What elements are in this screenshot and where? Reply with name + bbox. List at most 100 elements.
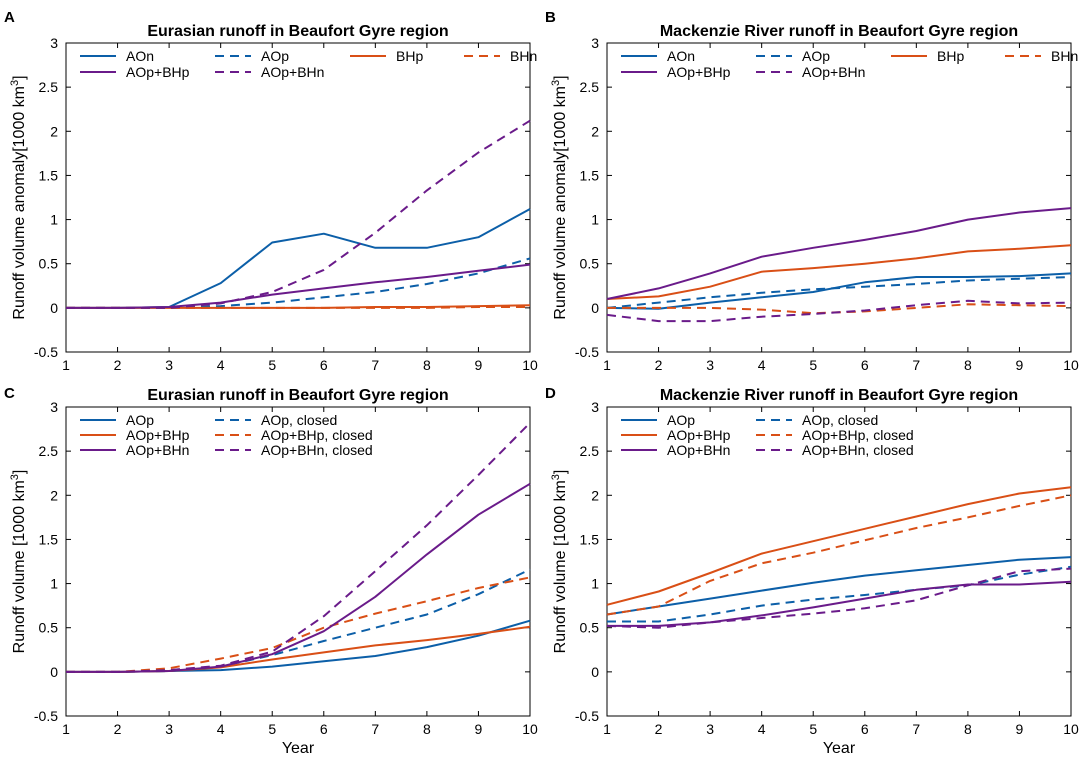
x-tick-label: 9 <box>1016 721 1024 737</box>
x-tick-label: 2 <box>114 721 122 737</box>
series-line-aop-bhp <box>606 207 1072 300</box>
panel-d: D Mackenzie River runoff in Beaufort Gyre… <box>545 385 1079 757</box>
y-axis-label-sup: 3 <box>9 474 21 480</box>
panel-a: A Eurasian runoff in Beaufort Gyre region… <box>4 9 538 373</box>
x-tick-label: 10 <box>1063 721 1079 737</box>
x-tick-label: 4 <box>758 721 766 737</box>
y-tick-label: 1.5 <box>580 531 600 547</box>
chart-title: Mackenzie River runoff in Beaufort Gyre … <box>660 387 1018 404</box>
y-tick-label: 1 <box>591 212 599 228</box>
y-axis-label-close: ] <box>552 470 569 474</box>
x-tick-label: 9 <box>475 721 483 737</box>
series-line-aop-bhn <box>606 299 1072 323</box>
y-tick-label: 0 <box>591 664 599 680</box>
y-tick-label: 2 <box>591 123 599 139</box>
legend-label: AOn <box>126 48 154 64</box>
series-line-aop-bhp <box>606 486 1072 606</box>
y-tick-label: 1.5 <box>39 167 59 183</box>
x-tick-label: 3 <box>165 357 173 373</box>
y-tick-label: 0.5 <box>580 256 600 272</box>
x-axis-label: Year <box>823 740 856 757</box>
x-tick-label: 2 <box>655 357 663 373</box>
panel-letter: C <box>4 385 15 402</box>
legend-label: AOp+BHp <box>126 427 190 443</box>
series-line-aop-bhp <box>66 625 531 673</box>
x-tick-label: 1 <box>603 357 611 373</box>
x-tick-label: 9 <box>475 357 483 373</box>
series-line-aop-bhn-closed <box>606 567 1072 629</box>
y-tick-label: 0 <box>50 664 58 680</box>
legend-label: AOp, closed <box>261 412 337 428</box>
legend-label: AOp <box>126 412 154 428</box>
y-axis-label-close: ] <box>552 75 569 79</box>
y-tick-label: 0 <box>591 300 599 316</box>
legend-label: BHn <box>510 48 537 64</box>
y-axis-label: Runoff volume [1000 km3] <box>550 470 569 654</box>
legend-label: AOp+BHn, closed <box>261 442 373 458</box>
y-axis-label-close: ] <box>11 470 28 474</box>
legend-label: AOp, closed <box>802 412 878 428</box>
y-tick-label: 1 <box>591 576 599 592</box>
y-axis-label-text: Runoff volume anomaly[1000 km <box>11 86 28 320</box>
chart-title: Eurasian runoff in Beaufort Gyre region <box>147 387 448 404</box>
y-tick-label: 2 <box>591 487 599 503</box>
y-tick-label: 1 <box>50 212 58 228</box>
series-line-aop-bhp-closed <box>66 576 531 673</box>
y-tick-label: 1.5 <box>39 531 59 547</box>
plot-frame <box>606 42 1072 353</box>
y-tick-label: 1.5 <box>580 167 600 183</box>
x-tick-label: 10 <box>522 357 538 373</box>
legend: AOn AOp BHp BHn AOp+BHp AOp+BHn <box>80 48 537 80</box>
x-tick-label: 1 <box>62 721 70 737</box>
y-tick-label: 2.5 <box>39 79 59 95</box>
x-axis-label: Year <box>282 740 315 757</box>
y-axis-label-sup: 3 <box>9 80 21 86</box>
y-tick-label: 2.5 <box>39 443 59 459</box>
x-tick-label: 5 <box>809 357 817 373</box>
x-tick-label: 7 <box>912 721 920 737</box>
x-tick-label: 3 <box>706 721 714 737</box>
x-tick-label: 8 <box>423 721 431 737</box>
chart-title: Mackenzie River runoff in Beaufort Gyre … <box>660 23 1018 40</box>
series-line-aop-bhn <box>66 119 531 309</box>
panel-letter: D <box>545 385 556 402</box>
y-tick-label: -0.5 <box>575 708 599 724</box>
x-tick-label: 5 <box>268 357 276 373</box>
legend-label: AOp+BHp <box>126 64 190 80</box>
x-tick-label: 4 <box>758 357 766 373</box>
x-tick-label: 4 <box>217 721 225 737</box>
legend-label: AOp+BHn <box>261 64 324 80</box>
y-axis-label-text: Runoff volume anomaly[1000 km <box>552 86 569 320</box>
y-tick-label: -0.5 <box>34 344 58 360</box>
legend-label: BHp <box>396 48 423 64</box>
x-tick-label: 3 <box>165 721 173 737</box>
series-line-bhp <box>606 244 1072 300</box>
legend-label: AOp <box>802 48 830 64</box>
panel-b: B Mackenzie River runoff in Beaufort Gyre… <box>545 9 1079 373</box>
y-tick-label: 3 <box>591 399 599 415</box>
y-tick-label: 2 <box>50 487 58 503</box>
x-tick-label: 5 <box>268 721 276 737</box>
panel-c: C Eurasian runoff in Beaufort Gyre region… <box>4 385 538 757</box>
x-tick-label: 7 <box>371 357 379 373</box>
x-tick-label: 5 <box>809 721 817 737</box>
x-tick-label: 2 <box>114 357 122 373</box>
panel-letter: B <box>545 9 556 26</box>
legend-label: AOp+BHp, closed <box>802 427 914 443</box>
y-tick-label: 3 <box>50 399 58 415</box>
panel-letter: A <box>4 9 15 26</box>
legend-label: AOp+BHn <box>802 64 865 80</box>
y-axis-label-text: Runoff volume [1000 km <box>552 480 569 653</box>
x-tick-label: 10 <box>522 721 538 737</box>
x-tick-label: 6 <box>320 357 328 373</box>
plot-frame <box>65 406 531 717</box>
legend-label: AOp+BHn, closed <box>802 442 914 458</box>
y-axis-label: Runoff volume [1000 km3] <box>9 470 28 654</box>
chart-title: Eurasian runoff in Beaufort Gyre region <box>147 23 448 40</box>
plot-frame <box>65 42 531 353</box>
y-axis-label-text: Runoff volume [1000 km <box>11 480 28 653</box>
legend-label: AOn <box>667 48 695 64</box>
series-line-aon <box>66 208 531 309</box>
